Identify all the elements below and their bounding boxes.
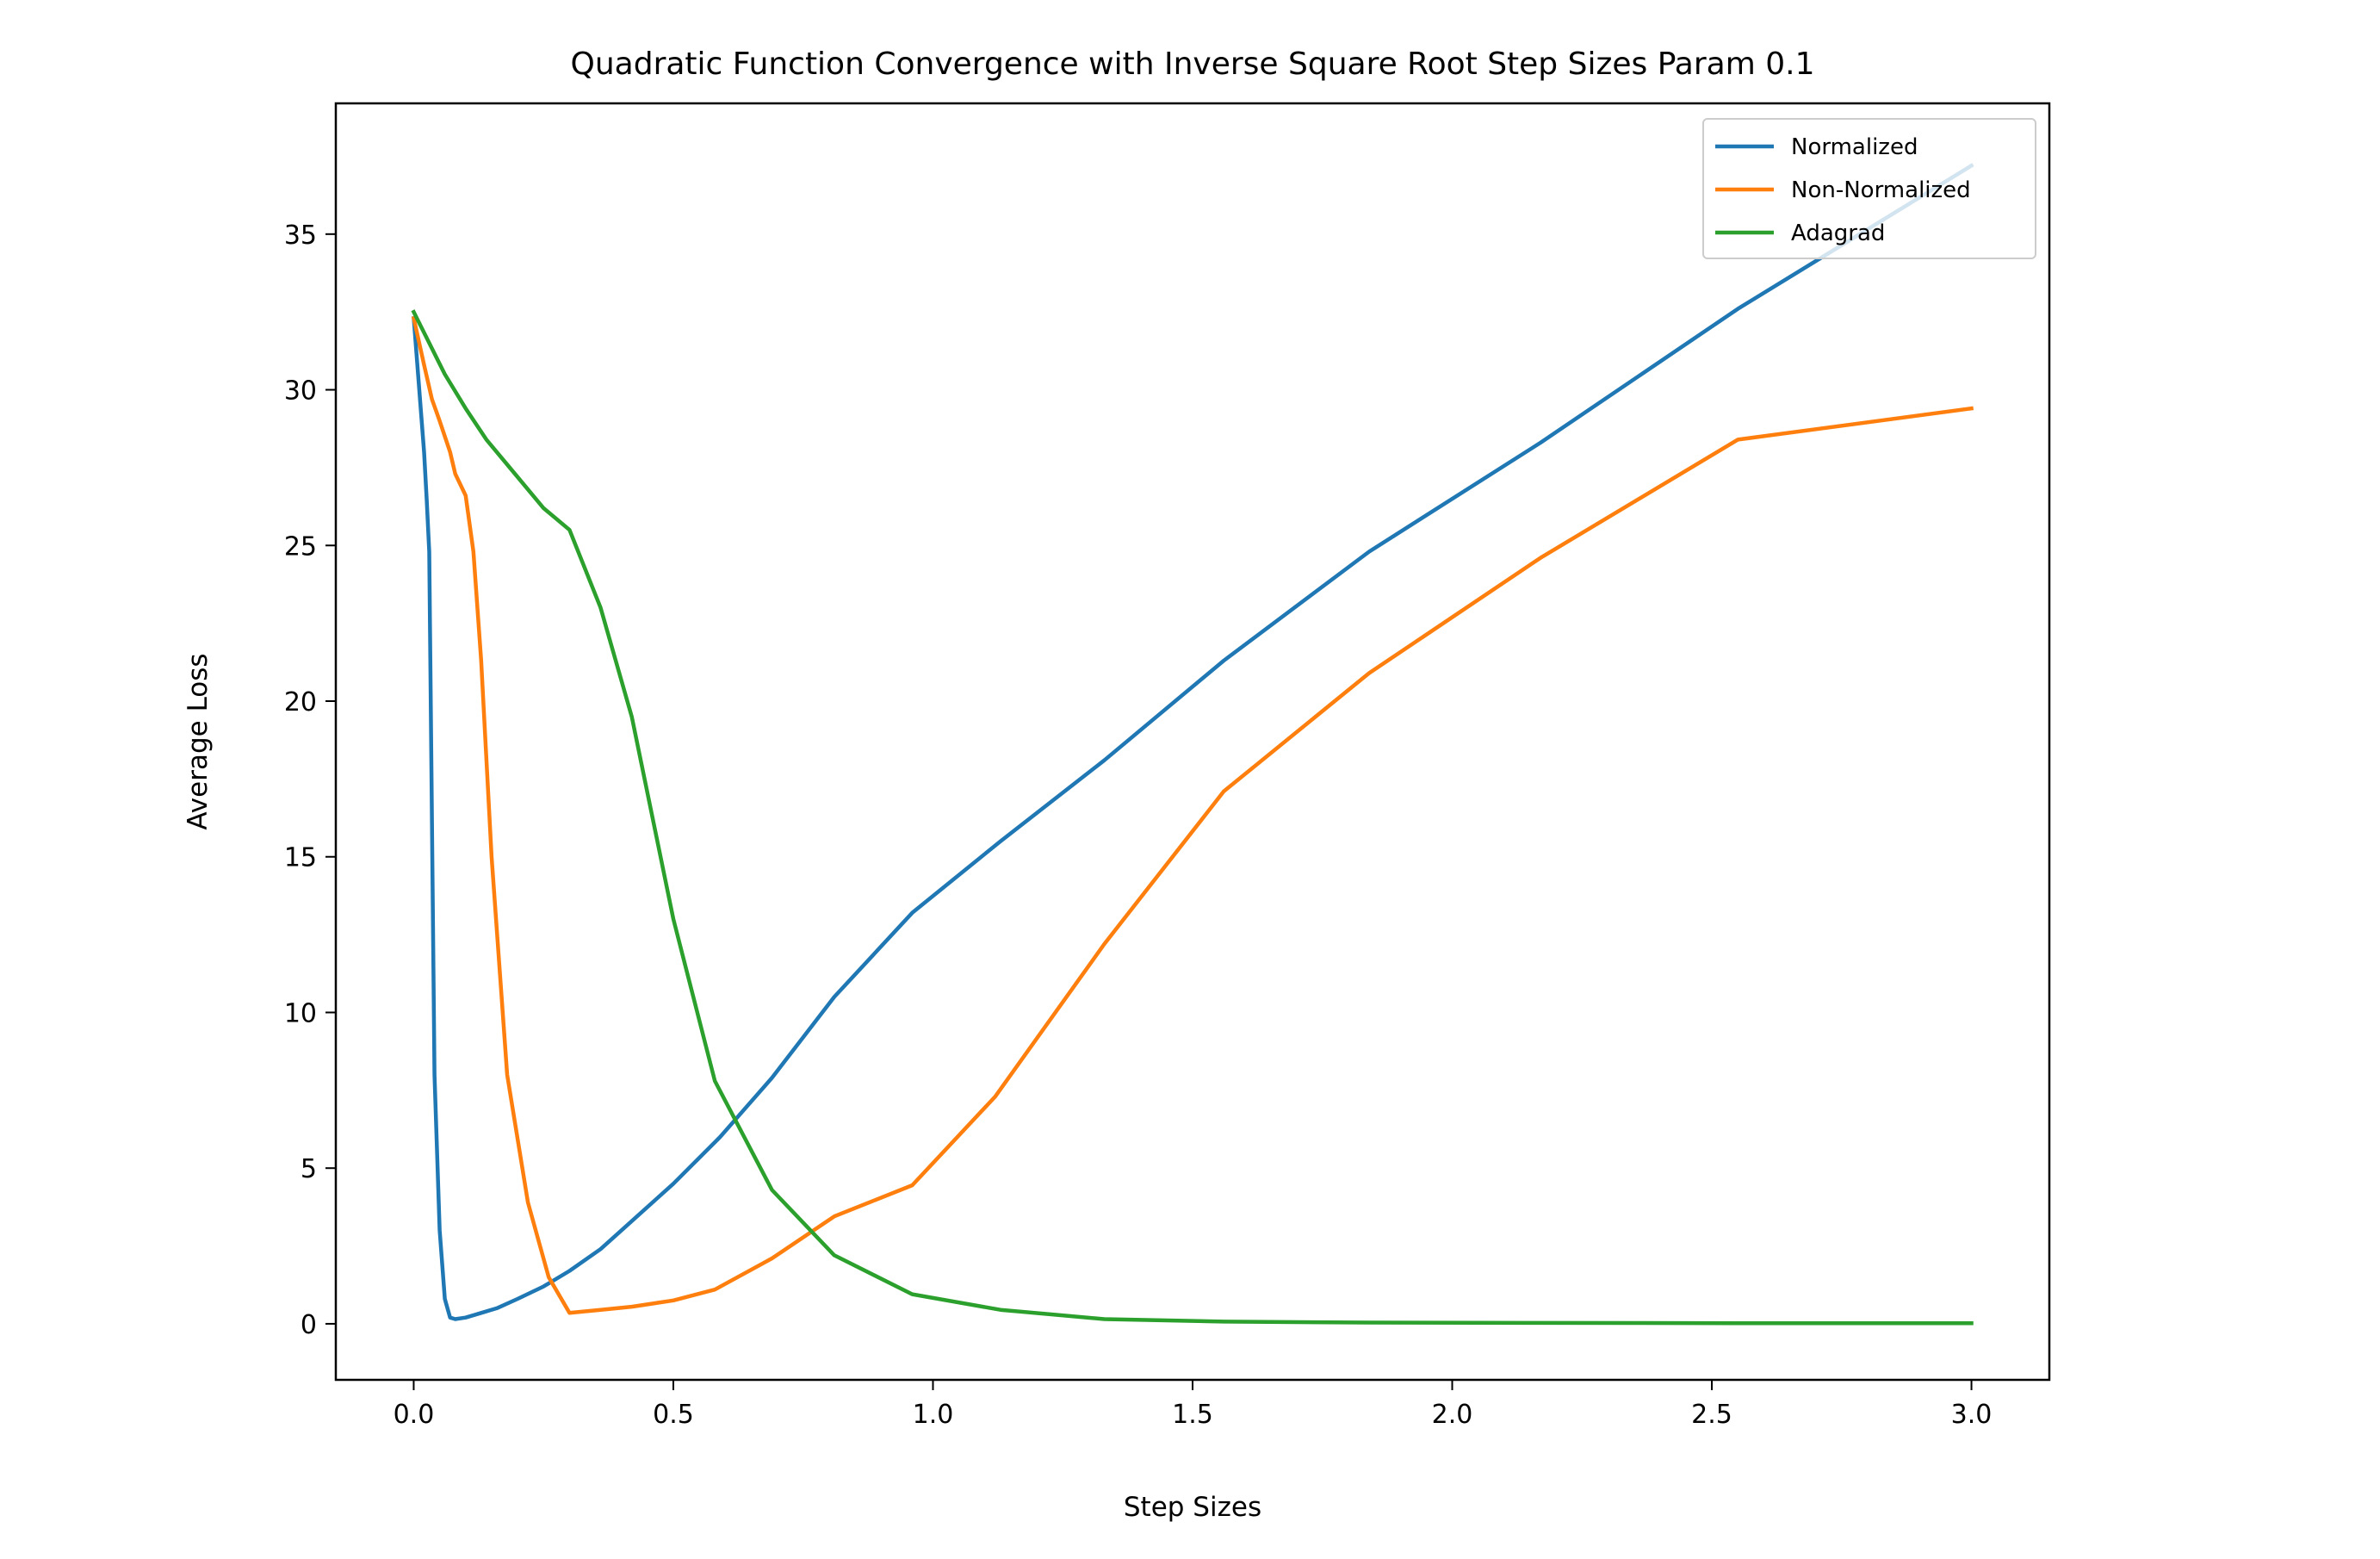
x-tick-label: 2.5 — [1691, 1400, 1732, 1430]
legend-label-non-normalized: Non-Normalized — [1791, 177, 1971, 203]
legend: Normalized Non-Normalized Adagrad — [1702, 118, 2036, 259]
y-axis-label: Average Loss — [183, 653, 214, 829]
plot-frame — [334, 102, 2051, 1382]
series-line-non-normalized — [411, 315, 1974, 1315]
x-tick-label: 0.5 — [653, 1400, 694, 1430]
series-line-normalized — [412, 163, 1974, 1321]
x-tick-label: 0.0 — [394, 1400, 435, 1430]
chart-title: Quadratic Function Convergence with Inve… — [571, 47, 1815, 82]
y-tick-label: 0 — [301, 1310, 317, 1340]
x-axis-label: Step Sizes — [1124, 1492, 1261, 1523]
x-tick-label: 1.0 — [913, 1400, 954, 1430]
y-axis: 0 5 10 15 20 25 30 35 — [284, 220, 336, 1340]
y-tick-label: 35 — [284, 220, 317, 251]
y-tick-label: 30 — [284, 376, 317, 407]
x-axis: 0.0 0.5 1.0 1.5 2.0 2.5 3.0 — [394, 1380, 1993, 1430]
y-tick-label: 10 — [284, 998, 317, 1028]
x-tick-label: 3.0 — [1951, 1400, 1993, 1430]
legend-box — [1702, 118, 2036, 259]
legend-label-adagrad: Adagrad — [1791, 220, 1885, 246]
series-line-adagrad — [411, 309, 1974, 1326]
y-tick-label: 5 — [301, 1154, 317, 1184]
x-tick-label: 2.0 — [1432, 1400, 1473, 1430]
legend-label-normalized: Normalized — [1791, 134, 1918, 160]
y-tick-label: 20 — [284, 687, 317, 717]
plot-area — [411, 163, 1974, 1326]
y-tick-label: 15 — [284, 843, 317, 873]
x-tick-label: 1.5 — [1172, 1400, 1213, 1430]
y-tick-label: 25 — [284, 531, 317, 562]
